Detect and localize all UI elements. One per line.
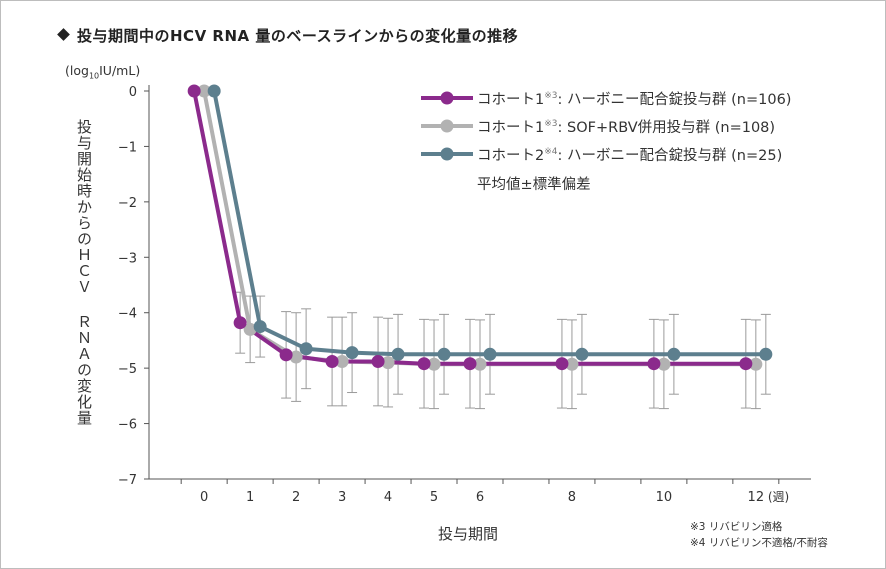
data-point xyxy=(279,348,293,362)
legend-label: コホート2※4: ハーボニー配合錠投与群 (n=25) xyxy=(477,147,782,164)
series-line xyxy=(192,90,746,366)
legend: コホート1※3: ハーボニー配合錠投与群 (n=106) コホート1※3: SOF… xyxy=(421,91,791,193)
y-axis-unit: (log10IU/mL) xyxy=(65,63,140,81)
y-tick-label: −2 xyxy=(118,196,137,211)
data-point xyxy=(371,354,385,368)
y-tick-label: −3 xyxy=(118,251,137,266)
data-point xyxy=(759,347,773,361)
data-point xyxy=(473,357,487,371)
data-point xyxy=(243,322,257,336)
x-tick-label: 10 xyxy=(656,490,673,505)
x-axis-title: 投与期間 xyxy=(438,525,499,543)
data-point xyxy=(463,357,477,371)
data-point xyxy=(197,84,211,98)
y-tick-label: 0 xyxy=(129,85,137,100)
x-tick-label: 3 xyxy=(338,490,346,505)
legend-label: コホート1※3: ハーボニー配合錠投与群 (n=106) xyxy=(477,91,791,108)
x-tick-label: 1 xyxy=(246,490,254,505)
footnote-text: リバビリン不適格/不耐容 xyxy=(708,537,828,549)
x-tick-label: 12 xyxy=(748,490,765,505)
footnote-3: ※3 リバビリン適格 xyxy=(690,519,782,534)
series-line xyxy=(212,90,766,357)
x-tick-label: 4 xyxy=(384,490,392,505)
data-point xyxy=(427,357,441,371)
y-tick-label: −1 xyxy=(118,140,137,155)
y-tick-label: −5 xyxy=(118,362,137,377)
data-point xyxy=(345,346,359,360)
y-unit-prefix: (log xyxy=(65,63,89,78)
data-point xyxy=(483,347,497,361)
data-point xyxy=(437,347,451,361)
x-tick-label: 6 xyxy=(476,490,484,505)
x-tick-label: 0 xyxy=(200,490,208,505)
y-unit-suffix: IU/mL) xyxy=(99,63,141,78)
data-point xyxy=(289,350,303,364)
y-tick-label: −4 xyxy=(118,307,137,322)
axes: 0−1−2−3−4−5−6−70 1 2 3 4 5 6 8 10 12 (週) xyxy=(118,85,811,505)
chart-title: 投与期間中のHCV RNA 量のベースラインからの変化量の推移 xyxy=(57,25,519,46)
data-point xyxy=(749,357,763,371)
y-tick-label: −7 xyxy=(118,473,137,488)
legend-label: コホート1※3: SOF+RBV併用投与群 (n=108) xyxy=(477,119,775,136)
x-unit-label: (週) xyxy=(768,490,789,504)
footnote-mark: ※3 xyxy=(690,521,706,533)
data-point xyxy=(253,320,267,334)
legend-swatch-marker xyxy=(440,147,454,161)
data-point xyxy=(299,342,313,356)
data-point xyxy=(647,357,661,371)
legend-swatch-marker xyxy=(440,91,454,105)
data-point xyxy=(417,357,431,371)
data-point xyxy=(565,357,579,371)
series-lines xyxy=(192,90,766,367)
footnote-text: リバビリン適格 xyxy=(708,521,783,533)
data-point xyxy=(739,357,753,371)
y-tick-label: −6 xyxy=(118,418,137,433)
footnote-mark: ※4 xyxy=(690,537,706,549)
data-point xyxy=(187,84,201,98)
x-tick-label: 2 xyxy=(292,490,300,505)
data-point xyxy=(325,354,339,368)
data-point xyxy=(335,354,349,368)
legend-caption: 平均値±標準偏差 xyxy=(477,176,591,193)
data-point xyxy=(667,347,681,361)
y-unit-sub: 10 xyxy=(88,71,100,81)
y-axis-title: 投与開始時からのＨＣＶ ＲＮＡの変化量 xyxy=(75,119,93,426)
legend-swatch-marker xyxy=(440,119,454,133)
data-point xyxy=(555,357,569,371)
chart-title-text: 投与期間中のHCV RNA 量のベースラインからの変化量の推移 xyxy=(77,27,519,45)
data-point xyxy=(381,356,395,370)
data-point xyxy=(207,84,221,98)
series-points xyxy=(187,84,773,371)
data-point xyxy=(391,347,405,361)
x-tick-label: 5 xyxy=(430,490,438,505)
data-point xyxy=(575,347,589,361)
footnote-4: ※4 リバビリン不適格/不耐容 xyxy=(690,535,828,550)
data-point xyxy=(233,316,247,330)
x-tick-label: 8 xyxy=(568,490,576,505)
data-point xyxy=(657,357,671,371)
